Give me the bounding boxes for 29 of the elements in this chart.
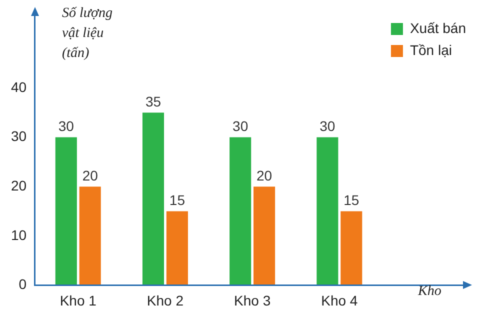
bar — [142, 112, 164, 286]
x-tick-label: Kho 1 — [60, 292, 97, 308]
y-axis-title: Số lượng vật liệu (tấn) — [62, 5, 114, 63]
data-label: 15 — [344, 192, 360, 208]
data-label: 30 — [320, 118, 336, 134]
x-tick-label: Kho 4 — [321, 292, 358, 308]
bar — [254, 186, 276, 286]
bar — [340, 211, 362, 286]
legend-label: Xuất bán — [410, 20, 466, 36]
x-tick-label: Kho 3 — [234, 292, 271, 308]
data-label: 30 — [58, 118, 74, 134]
y-tick-label: 40 — [10, 78, 27, 95]
bar — [316, 137, 338, 286]
y-tick-label: 20 — [10, 177, 27, 194]
x-axis-title: Kho — [418, 284, 442, 300]
bar — [55, 137, 77, 286]
data-label: 35 — [145, 93, 162, 110]
data-label: 30 — [232, 118, 248, 134]
bar — [230, 137, 252, 286]
y-tick-label: 10 — [10, 226, 27, 243]
legend-label: Tồn lại — [410, 42, 452, 58]
data-label: 15 — [169, 192, 186, 208]
bar — [166, 211, 188, 286]
y-tick-label: 30 — [10, 128, 27, 144]
x-tick-label: Kho 2 — [146, 292, 184, 308]
data-label: 20 — [256, 167, 272, 184]
data-label: 20 — [82, 167, 98, 184]
y-tick-label: 0 — [18, 276, 27, 292]
bar — [79, 186, 101, 286]
